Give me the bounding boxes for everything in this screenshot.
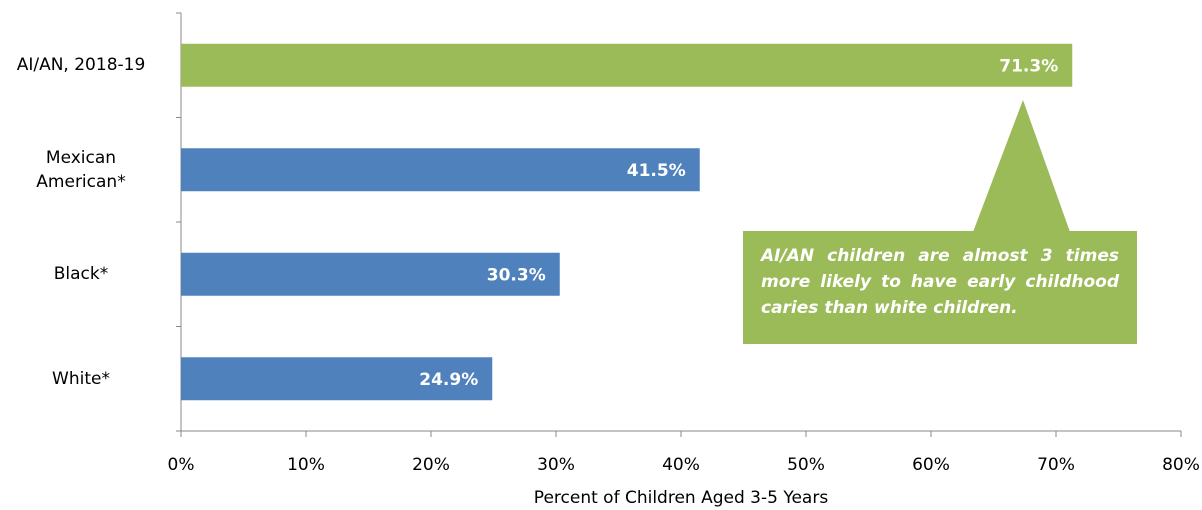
value-label: 41.5% bbox=[627, 161, 686, 181]
category-label: Mexican American* bbox=[36, 147, 126, 192]
x-tick-label: 30% bbox=[537, 455, 575, 475]
value-label: 24.9% bbox=[419, 370, 478, 390]
bar bbox=[181, 43, 1073, 87]
x-tick-label: 0% bbox=[168, 455, 195, 475]
x-tick-label: 40% bbox=[662, 455, 700, 475]
bar bbox=[181, 252, 560, 296]
annotation-pointer bbox=[973, 100, 1070, 232]
annotation: AI/AN children are almost 3 times more l… bbox=[743, 231, 1137, 344]
category-label: Black* bbox=[53, 264, 109, 285]
value-label: 30.3% bbox=[487, 265, 546, 285]
x-tick-label: 50% bbox=[787, 455, 825, 475]
x-tick-label: 10% bbox=[287, 455, 325, 475]
category-label: AI/AN, 2018-19 bbox=[16, 55, 146, 76]
x-tick-label: 60% bbox=[912, 455, 950, 475]
x-tick-label: 80% bbox=[1162, 455, 1200, 475]
x-tick-label: 20% bbox=[412, 455, 450, 475]
bar bbox=[181, 148, 700, 192]
x-axis-title: Percent of Children Aged 3-5 Years bbox=[534, 488, 829, 508]
value-label: 71.3% bbox=[999, 56, 1058, 76]
category-label: White* bbox=[52, 368, 110, 389]
bar bbox=[181, 357, 493, 401]
x-tick-label: 70% bbox=[1037, 455, 1075, 475]
